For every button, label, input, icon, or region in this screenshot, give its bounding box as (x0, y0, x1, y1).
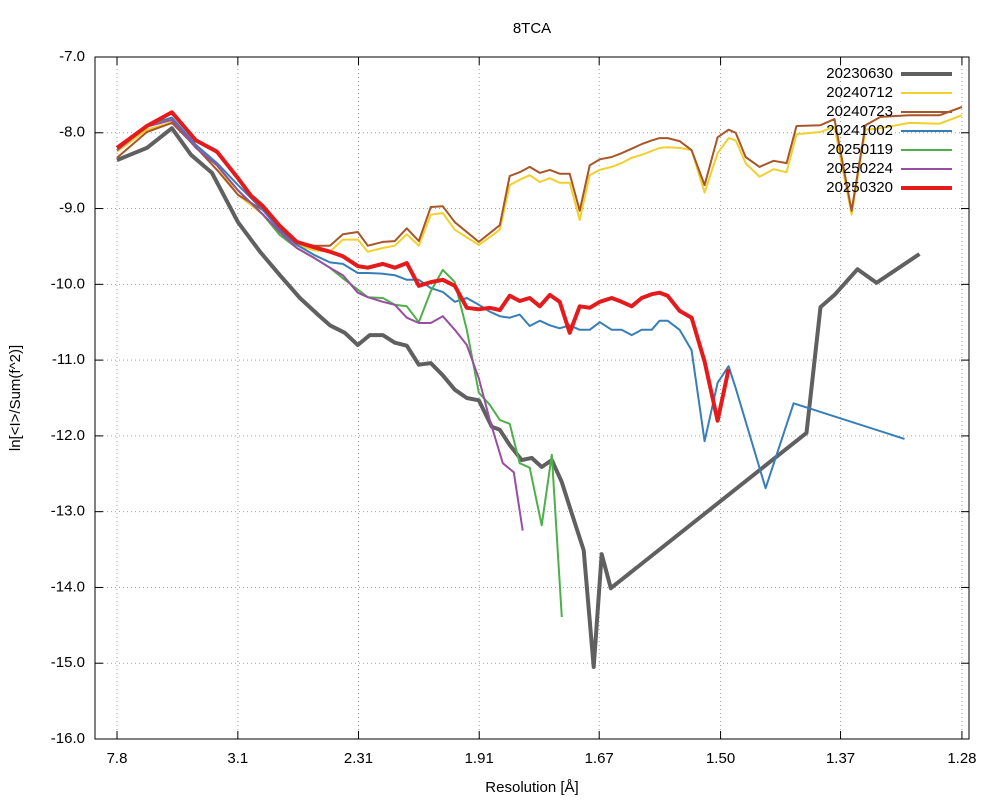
y-tick-label: -11.0 (52, 351, 85, 368)
series-line (116, 126, 921, 669)
plot-frame (94, 56, 970, 740)
x-tick-label: 1.67 (585, 750, 614, 767)
series-line (115, 110, 731, 423)
legend-label: 20240723 (826, 103, 893, 120)
legend-label: 20250224 (826, 160, 893, 177)
x-tick-label: 7.8 (107, 750, 128, 767)
x-tick-label: 1.91 (465, 750, 494, 767)
y-tick-label: -14.0 (51, 578, 85, 595)
y-axis-label: ln[<I>/Sum(f^2)] (7, 345, 24, 451)
legend-label: 20240712 (826, 84, 893, 101)
y-tick-label: -12.0 (51, 427, 85, 444)
chart-title: 8TCA (513, 20, 551, 37)
y-tick-label: -9.0 (59, 200, 85, 217)
series-line (116, 118, 524, 531)
x-tick-label: 1.37 (826, 750, 855, 767)
x-tick-label: 3.1 (227, 750, 248, 767)
y-tick-label: -15.0 (51, 654, 85, 671)
legend-label: 20230630 (826, 65, 893, 82)
series-line (116, 106, 963, 247)
x-tick-label: 1.50 (706, 750, 735, 767)
legend-label: 20250320 (826, 179, 893, 196)
y-tick-label: -10.0 (51, 275, 85, 292)
y-tick-label: -8.0 (59, 124, 85, 141)
series-line (116, 116, 905, 490)
legend-label: 20241002 (826, 122, 893, 139)
y-tick-label: -16.0 (51, 730, 85, 747)
series-line (116, 118, 563, 618)
y-tick-label: -7.0 (59, 48, 85, 65)
x-tick-label: 2.31 (344, 750, 373, 767)
legend-label: 20250119 (827, 141, 893, 158)
y-tick-label: -13.0 (51, 503, 85, 520)
x-axis-label: Resolution [Å] (485, 779, 578, 796)
x-tick-label: 1.28 (947, 750, 976, 767)
